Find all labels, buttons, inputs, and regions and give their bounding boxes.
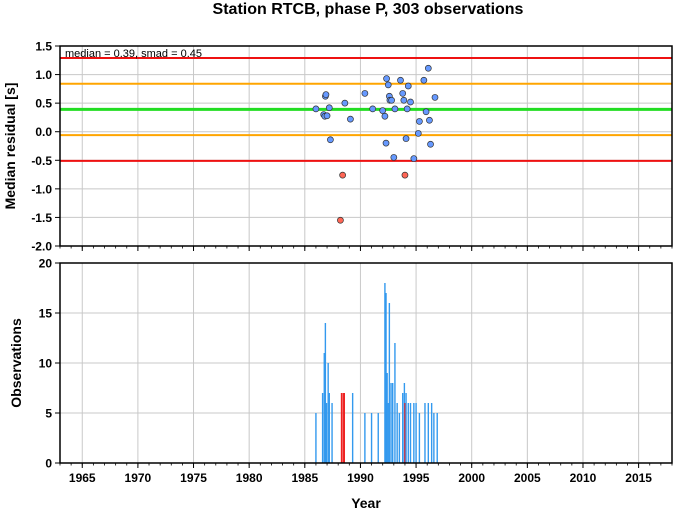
observations-y-tick-label: 10 — [39, 357, 53, 371]
residual-point — [379, 107, 387, 114]
x-tick-label: 2000 — [458, 471, 485, 485]
residual-point — [388, 96, 395, 104]
observations-y-ticks: 0 5 10 15 20 — [39, 257, 60, 471]
residual-point — [369, 105, 377, 113]
residual-point — [426, 116, 433, 124]
residual-point — [416, 118, 423, 125]
residual-y-tick-label: 1.0 — [35, 68, 52, 82]
residual-point — [327, 136, 334, 144]
residual-y-tick-label: -0.5 — [31, 154, 52, 168]
residual-y-tick-label: -1.5 — [31, 211, 52, 225]
residual-y-tick-label: 0.5 — [35, 97, 52, 111]
residual-point — [382, 139, 390, 147]
observations-bars — [315, 283, 438, 463]
outlier-residual-point — [337, 216, 344, 224]
residual-y-tick-label: 0.0 — [35, 125, 52, 139]
residual-point — [403, 105, 411, 113]
residual-point — [397, 76, 404, 84]
outlier-residual-point — [401, 171, 409, 179]
residual-point — [361, 90, 369, 97]
observations-y-tick-label: 5 — [45, 407, 52, 421]
residual-point — [322, 91, 330, 98]
residual-point — [341, 99, 349, 107]
residual-y-tick-label: 1.5 — [35, 40, 52, 54]
residual-point — [420, 76, 428, 84]
residual-points — [312, 64, 439, 224]
residual-point — [424, 64, 432, 72]
observations-x-ticks: 1965 1970 1975 1980 1985 1990 1995 2000 2005 2010… — [59, 463, 673, 485]
residual-point — [312, 105, 320, 113]
x-axis-label: Year — [351, 495, 381, 511]
residual-point — [422, 108, 430, 116]
residual-point — [383, 75, 390, 82]
x-tick-label: 1975 — [180, 471, 207, 485]
x-tick-label: 1995 — [403, 471, 430, 485]
residual-point — [323, 112, 331, 120]
residual-point — [431, 94, 439, 101]
residual-point — [390, 154, 398, 161]
observations-panel: 0 5 10 15 20 1965 1970 1975 1980 1985 1990 1995 200… — [8, 257, 673, 511]
chart-title: Station RTCB, phase P, 303 observations — [213, 1, 524, 18]
x-tick-label: 1985 — [291, 471, 318, 485]
x-tick-label: 1980 — [236, 471, 263, 485]
residual-y-tick-label: -2.0 — [31, 240, 52, 254]
residual-plot-area — [60, 46, 672, 246]
residual-y-tick-label: -1.0 — [31, 182, 52, 196]
observations-y-tick-label: 15 — [39, 307, 53, 321]
residual-point — [407, 98, 414, 106]
x-tick-label: 1970 — [125, 471, 152, 485]
residual-point — [399, 90, 407, 97]
residual-point — [404, 82, 412, 90]
observations-y-axis-label: Observations — [8, 318, 24, 408]
x-tick-label: 2005 — [514, 471, 541, 485]
residual-point — [384, 81, 392, 89]
residual-stats-annotation: median = 0.39, smad = 0.45 — [65, 48, 202, 60]
outlier-residual-point — [339, 171, 346, 179]
residual-point — [381, 112, 389, 120]
residual-point — [391, 105, 399, 113]
x-tick-label: 2010 — [570, 471, 597, 485]
residual-point — [325, 104, 333, 112]
residual-point — [410, 155, 418, 162]
observations-y-tick-label: 20 — [39, 257, 53, 271]
residual-point — [427, 140, 434, 148]
x-tick-label: 2015 — [625, 471, 652, 485]
residual-point — [414, 130, 422, 137]
residual-point — [347, 115, 354, 123]
residual-panel: -2.0 -1.5 -1.0 -0.5 0.0 0.5 1.0 1.5 median = 0.… — [2, 40, 673, 254]
x-tick-label: 1965 — [69, 471, 96, 485]
residual-limit-lines — [60, 57, 672, 162]
residual-point — [402, 135, 410, 142]
residual-point — [400, 96, 408, 104]
observations-y-tick-label: 0 — [45, 457, 52, 471]
residual-frame — [59, 45, 673, 247]
residual-y-ticks: -2.0 -1.5 -1.0 -0.5 0.0 0.5 1.0 1.5 — [31, 40, 60, 254]
residual-x-ticks — [59, 246, 673, 251]
residual-y-axis-label: Median residual [s] — [2, 83, 18, 210]
x-tick-label: 1990 — [347, 471, 374, 485]
